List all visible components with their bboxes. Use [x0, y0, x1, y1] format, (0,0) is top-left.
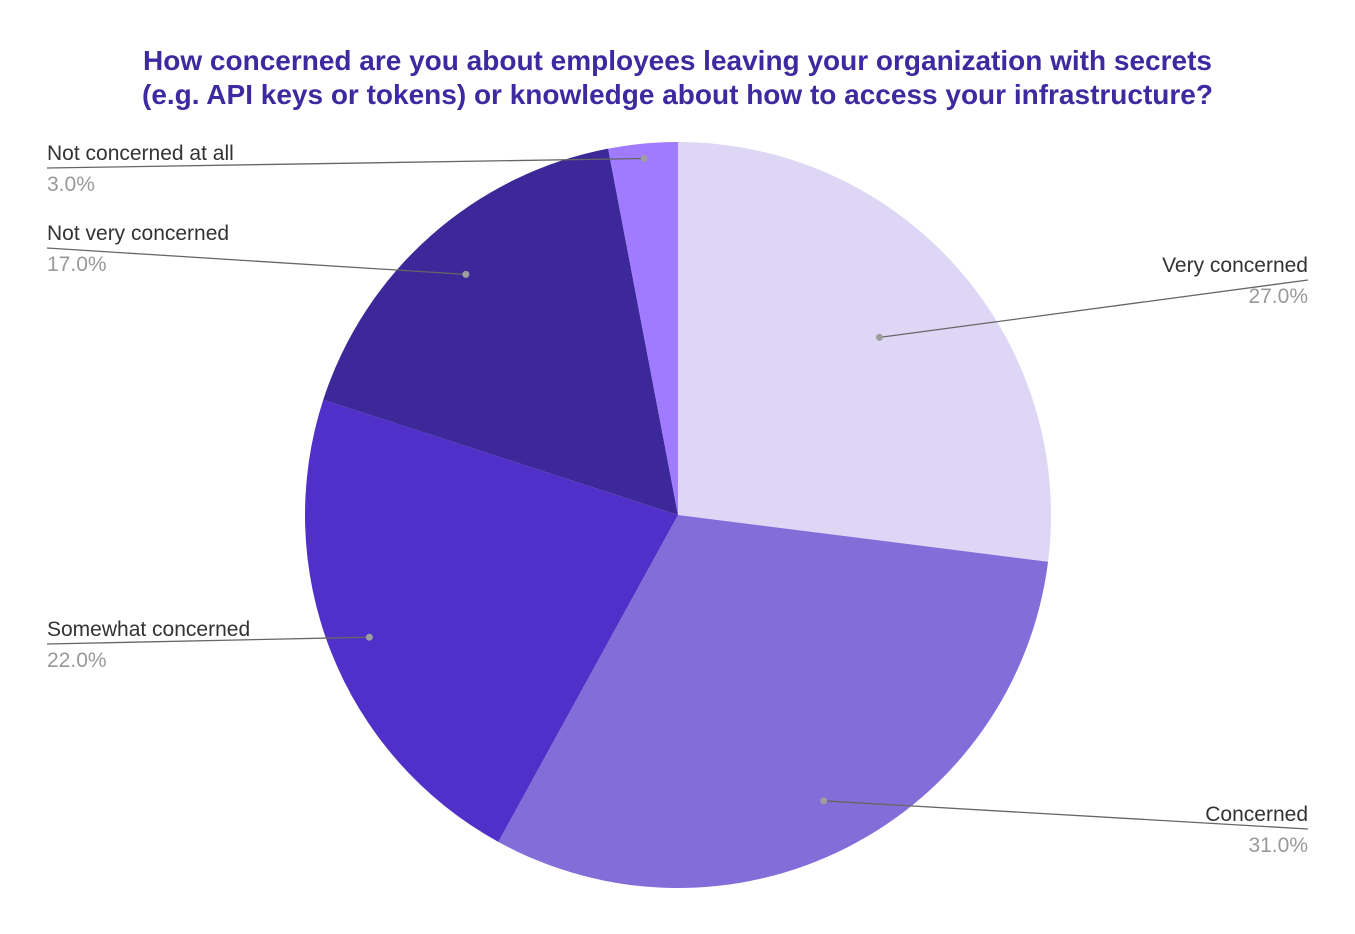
slice-value-label: 3.0% [47, 173, 95, 196]
leader-dot [462, 270, 470, 278]
chart-title: How concerned are you about employees le… [0, 44, 1355, 112]
slice-value-label: 31.0% [1248, 834, 1308, 857]
slice-category-label: Not concerned at all [47, 142, 234, 165]
chart-title-line-2: (e.g. API keys or tokens) or knowledge a… [142, 79, 1213, 110]
leader-dot [640, 155, 648, 163]
leader-line [46, 636, 370, 645]
leader-dot [365, 633, 373, 641]
slice-category-label: Concerned [1205, 803, 1308, 826]
leader-line [46, 247, 466, 276]
leader-line [879, 279, 1309, 339]
pie-slice-not-very-concerned [323, 148, 678, 515]
chart-title-line-1: How concerned are you about employees le… [143, 45, 1212, 76]
slice-category-label: Not very concerned [47, 222, 229, 245]
slice-value-label: 17.0% [47, 253, 107, 276]
slice-labels: Very concerned 27.0% Concerned 31.0% Somewha… [47, 142, 1308, 857]
pie-slice-not-concerned-at-all [608, 142, 678, 515]
slice-category-label: Very concerned [1162, 254, 1308, 277]
pie-slice-concerned [498, 515, 1049, 888]
slice-category-label: Somewhat concerned [47, 618, 250, 641]
leader-line [46, 157, 645, 169]
leader-line [823, 800, 1309, 830]
pie-slice-somewhat-concerned [305, 399, 678, 842]
slice-value-label: 27.0% [1248, 285, 1308, 308]
leader-dot [875, 333, 883, 341]
leader-dot [820, 797, 828, 805]
pie-slice-very-concerned [678, 142, 1051, 562]
pie-slices [305, 142, 1051, 888]
slice-value-label: 22.0% [47, 649, 107, 672]
leader-lines [46, 155, 1309, 830]
